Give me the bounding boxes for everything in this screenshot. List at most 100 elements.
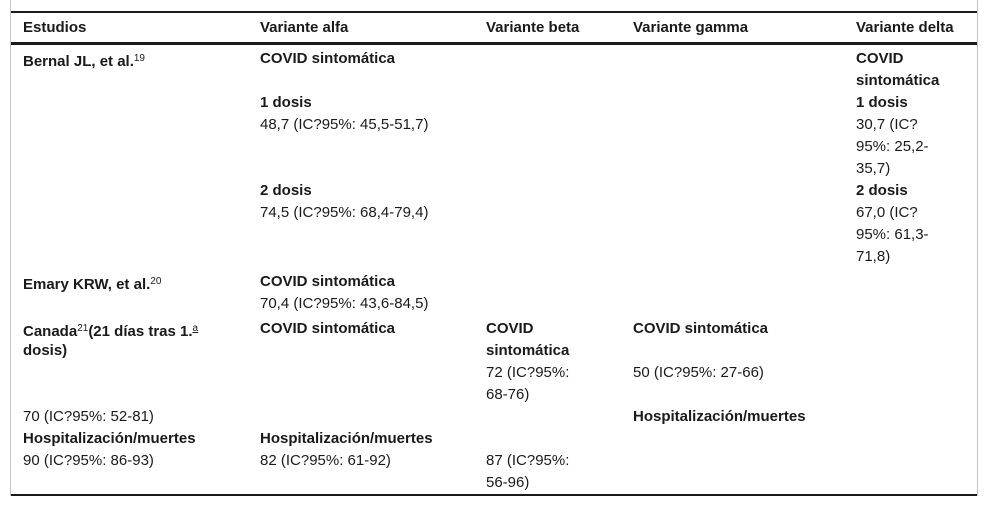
beta-cell bbox=[474, 271, 621, 315]
text-segment: 95%: 25,2- bbox=[856, 138, 929, 155]
cell-line: dosis) bbox=[23, 340, 248, 362]
text-segment: 87 (IC?95%: bbox=[486, 452, 570, 469]
cell-line: 48,7 (IC?95%: 45,5-51,7) bbox=[260, 114, 474, 136]
text-segment: 68-76) bbox=[486, 386, 530, 403]
table-row: Canada21(21 días tras 1.a dosis) 70 (IC?9… bbox=[11, 315, 977, 494]
text-segment: sintomática bbox=[486, 342, 570, 359]
cell-line: 2 dosis bbox=[260, 180, 474, 202]
cell-line: sintomática bbox=[486, 340, 621, 362]
delta-cell: COVID sintomática 1 dosis 30,7 (IC? 95%: 25,… bbox=[844, 48, 977, 268]
cell-line: 1 dosis bbox=[260, 92, 474, 114]
text-segment: sintomática bbox=[856, 72, 940, 89]
cell-line: 35,7) bbox=[856, 158, 977, 180]
alfa-cell: COVID sintomática Hospitalización/muerte… bbox=[248, 318, 474, 494]
cell-line: 2 dosis bbox=[856, 180, 977, 202]
text-segment: COVID bbox=[486, 320, 534, 337]
text-segment: 67,0 (IC? bbox=[856, 204, 918, 221]
text-segment: 71,8) bbox=[856, 248, 891, 265]
cell-line: 56-96) bbox=[486, 472, 621, 494]
cell-line: Hospitalización/muertes bbox=[23, 428, 248, 450]
beta-cell bbox=[474, 48, 621, 268]
text-segment: 30,7 (IC? bbox=[856, 116, 918, 133]
text-segment: 70 (IC?95%: 52-81) bbox=[23, 408, 154, 425]
cell-line bbox=[23, 384, 248, 406]
text-segment: 50 (IC?95%: 27-66) bbox=[633, 364, 764, 381]
cell-line: COVID bbox=[486, 318, 621, 340]
cell-line bbox=[486, 406, 621, 428]
text-segment: Hospitalización/muertes bbox=[260, 430, 433, 447]
cell-line: COVID sintomática bbox=[260, 318, 474, 340]
text-segment: Bernal JL, et al. bbox=[23, 53, 134, 70]
text-segment: COVID sintomática bbox=[260, 273, 396, 290]
text-segment: 74,5 (IC?95%: 68,4-79,4) bbox=[260, 204, 429, 221]
text-segment: Canada bbox=[23, 323, 78, 340]
cell-line: 74,5 (IC?95%: 68,4-79,4) bbox=[260, 202, 474, 224]
cell-line: 82 (IC?95%: 61-92) bbox=[260, 450, 474, 472]
gamma-cell bbox=[621, 48, 844, 268]
cell-line bbox=[633, 384, 844, 406]
cell-line: 90 (IC?95%: 86-93) bbox=[23, 450, 248, 472]
text-segment: COVID sintomática bbox=[633, 320, 769, 337]
cell-line: Canada21(21 días tras 1.a bbox=[23, 318, 248, 340]
estudios-cell: Emary KRW, et al.20 bbox=[11, 271, 248, 315]
text-segment: 2 dosis bbox=[856, 182, 908, 199]
cell-line bbox=[260, 70, 474, 92]
text-segment: Hospitalización/muertes bbox=[633, 408, 806, 425]
gamma-cell bbox=[621, 271, 844, 315]
text-segment: 56-96) bbox=[486, 474, 530, 491]
cell-line: 67,0 (IC? bbox=[856, 202, 977, 224]
cell-line: 68-76) bbox=[486, 384, 621, 406]
table-row: Emary KRW, et al.20 COVID sintomática 70,4… bbox=[11, 268, 977, 315]
delta-cell bbox=[844, 271, 977, 315]
column-header-estudios: Estudios bbox=[23, 19, 87, 36]
text-segment: 82 (IC?95%: 61-92) bbox=[260, 452, 391, 469]
cell-line: COVID sintomática bbox=[260, 48, 474, 70]
cell-line bbox=[260, 158, 474, 180]
text-segment: 95%: 61,3- bbox=[856, 226, 929, 243]
superscript-reference: a bbox=[192, 323, 199, 334]
superscript-reference: 20 bbox=[150, 276, 162, 287]
alfa-cell: COVID sintomática 70,4 (IC?95%: 43,6-84,5… bbox=[248, 271, 474, 315]
text-segment: 72 (IC?95%: bbox=[486, 364, 570, 381]
text-segment: 48,7 (IC?95%: 45,5-51,7) bbox=[260, 116, 429, 133]
text-segment: Emary KRW, et al. bbox=[23, 276, 151, 293]
beta-cell: COVID sintomática 72 (IC?95%: 68-76) 87 (IC… bbox=[474, 318, 621, 494]
text-segment: 35,7) bbox=[856, 160, 891, 177]
cell-line: 71,8) bbox=[856, 246, 977, 268]
text-segment: (21 días tras 1. bbox=[88, 323, 193, 340]
cell-line bbox=[23, 362, 248, 384]
cell-line: 1 dosis bbox=[856, 92, 977, 114]
delta-cell bbox=[844, 318, 977, 494]
cell-line: 87 (IC?95%: bbox=[486, 450, 621, 472]
text-segment: COVID sintomática bbox=[260, 50, 396, 67]
cell-line: 95%: 61,3- bbox=[856, 224, 977, 246]
cell-line: Emary KRW, et al.20 bbox=[23, 271, 248, 293]
table-header-row: Estudios Variante alfa Variante beta Var… bbox=[11, 13, 977, 42]
table-body: Bernal JL, et al.19 COVID sintomática 1 d… bbox=[11, 45, 977, 494]
cell-line: Bernal JL, et al.19 bbox=[23, 48, 248, 70]
cell-line bbox=[260, 136, 474, 158]
estudios-cell: Canada21(21 días tras 1.a dosis) 70 (IC?9… bbox=[11, 318, 248, 494]
estudios-cell: Bernal JL, et al.19 bbox=[11, 48, 248, 268]
column-header-variante-beta: Variante beta bbox=[486, 19, 580, 36]
cell-line: 70,4 (IC?95%: 43,6-84,5) bbox=[260, 293, 474, 315]
cell-line bbox=[260, 384, 474, 406]
cell-line: 30,7 (IC? bbox=[856, 114, 977, 136]
table-top-gap bbox=[11, 0, 977, 11]
table-bottom-rule bbox=[11, 494, 977, 496]
cell-line: Hospitalización/muertes bbox=[260, 428, 474, 450]
variant-effectiveness-table: Estudios Variante alfa Variante beta Var… bbox=[10, 0, 978, 496]
text-segment: dosis) bbox=[23, 342, 68, 359]
text-segment: COVID sintomática bbox=[260, 320, 396, 337]
cell-line bbox=[260, 340, 474, 362]
cell-line: Hospitalización/muertes bbox=[633, 406, 844, 428]
cell-line: 72 (IC?95%: bbox=[486, 362, 621, 384]
cell-line bbox=[260, 406, 474, 428]
cell-line: COVID bbox=[856, 48, 977, 70]
column-header-variante-delta: Variante delta bbox=[856, 19, 954, 36]
text-segment: 1 dosis bbox=[260, 94, 312, 111]
superscript-reference: 21 bbox=[77, 323, 89, 334]
table-top-rule bbox=[11, 11, 977, 13]
text-segment: 90 (IC?95%: 86-93) bbox=[23, 452, 154, 469]
cell-line: 70 (IC?95%: 52-81) bbox=[23, 406, 248, 428]
